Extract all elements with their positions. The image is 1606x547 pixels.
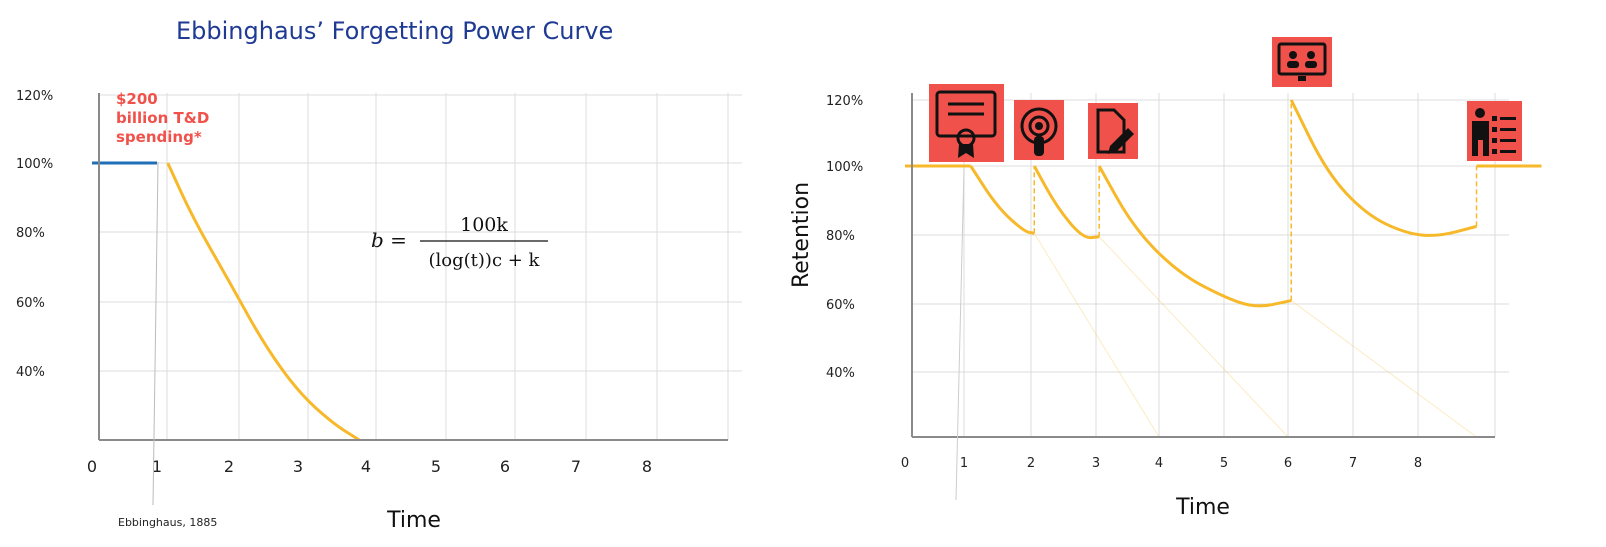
r-x-tick-label: 1 — [960, 456, 968, 471]
right-decay-guide — [1033, 233, 1160, 438]
r-x-tick-label: 5 — [1220, 456, 1228, 471]
r-x-tick-label: 0 — [901, 456, 909, 471]
source-credit: Ebbinghaus, 1885 — [118, 516, 217, 529]
left-y-ticks: 120% 100% 80% 60% 40% — [16, 89, 53, 380]
l-x-tick-label: 8 — [642, 457, 652, 476]
left-chart: Ebbinghaus’ Forgetting Power Curve 120%1… — [16, 17, 742, 533]
callout-line-1: $200 — [116, 90, 158, 108]
document-edit-icon — [1088, 103, 1138, 159]
formula-denominator: (log(t))c + k — [429, 250, 541, 271]
l-x-tick-label: 0 — [87, 457, 97, 476]
certificate-icon — [929, 84, 1004, 162]
right-decay-guide — [1098, 236, 1289, 438]
left-x-axis-title: Time — [386, 508, 441, 533]
formula-lhs: b = — [371, 228, 407, 252]
r-y-tick-label: 80% — [826, 229, 855, 244]
left-series — [92, 161, 361, 442]
right-refresh-drops — [1033, 100, 1478, 301]
l-y-tick-label: 80% — [16, 226, 45, 241]
l-x-tick-label: 2 — [224, 457, 234, 476]
callout-line-2: billion T&D — [116, 109, 209, 127]
right-retention-segment — [1032, 165, 1100, 240]
right-y-axis-title: Retention — [789, 182, 814, 288]
left-x-ticks: 0 1 2 3 4 5 6 7 8 — [87, 457, 652, 476]
l-x-tick-label: 6 — [500, 457, 510, 476]
l-x-tick-label: 3 — [293, 457, 303, 476]
l-y-tick-label: 120% — [16, 89, 53, 104]
podcast-icon — [1014, 100, 1064, 160]
left-chart-title: Ebbinghaus’ Forgetting Power Curve — [176, 17, 613, 45]
r-x-tick-label: 3 — [1092, 456, 1100, 471]
l-x-tick-label: 7 — [571, 457, 581, 476]
right-series — [905, 99, 1542, 308]
r-y-tick-label: 60% — [826, 298, 855, 313]
forgetting-formula: b = 100k (log(t))c + k — [371, 214, 548, 271]
video-conference-icon — [1272, 37, 1332, 87]
right-retention-segment — [969, 165, 1035, 235]
left-grid — [99, 93, 742, 440]
r-y-tick-label: 120% — [826, 94, 863, 109]
l-y-tick-label: 60% — [16, 296, 45, 311]
right-leader-line — [955, 167, 965, 501]
left-credit-leader — [152, 161, 159, 506]
l-x-tick-label: 5 — [431, 457, 441, 476]
r-y-tick-label: 40% — [826, 366, 855, 381]
l-y-tick-label: 40% — [16, 365, 45, 380]
right-retention-segment — [1097, 165, 1292, 308]
r-x-tick-label: 7 — [1349, 456, 1357, 471]
right-retention-segment — [1289, 99, 1477, 237]
right-chart: 120% 100% 80% 60% 40% 0 1 2 3 4 5 6 7 8 Retention Ti… — [789, 37, 1542, 520]
l-y-tick-label: 100% — [16, 157, 53, 172]
right-x-axis-title: Time — [1175, 495, 1230, 520]
r-y-tick-label: 100% — [826, 160, 863, 175]
r-x-tick-label: 6 — [1284, 456, 1292, 471]
l-x-tick-label: 4 — [361, 457, 371, 476]
left-forgetting-curve — [166, 162, 361, 442]
r-x-tick-label: 2 — [1027, 456, 1035, 471]
r-x-tick-label: 4 — [1155, 456, 1163, 471]
r-x-tick-label: 8 — [1414, 456, 1422, 471]
l-x-tick-label: 1 — [152, 457, 162, 476]
right-y-ticks: 120% 100% 80% 60% 40% — [826, 94, 863, 381]
right-decay-guide — [1290, 300, 1477, 438]
right-decay-guides — [1033, 233, 1477, 438]
formula-numerator: 100k — [460, 214, 508, 236]
callout-line-3: spending* — [116, 128, 202, 146]
right-x-ticks: 0 1 2 3 4 5 6 7 8 — [901, 456, 1422, 471]
presenter-icon — [1467, 101, 1522, 161]
